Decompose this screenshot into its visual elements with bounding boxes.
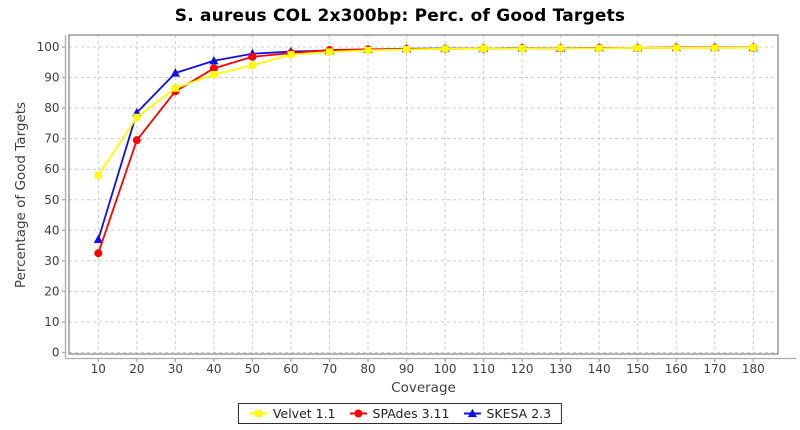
y-tick-label: 20	[44, 284, 59, 298]
y-axis-title: Percentage of Good Targets	[13, 101, 29, 289]
legend-item-spades: SPAdes 3.11	[349, 406, 450, 421]
velvet-square-marker-icon	[249, 410, 267, 417]
y-tick-label: 60	[44, 162, 59, 176]
x-tick-label: 120	[511, 362, 534, 376]
gridlines	[69, 35, 778, 354]
x-tick-label: 170	[703, 362, 726, 376]
x-tick-label: 70	[322, 362, 337, 376]
y-tick-label: 40	[44, 223, 59, 237]
legend-item-velvet: Velvet 1.1	[249, 406, 336, 421]
legend-item-skesa: SKESA 2.3	[462, 406, 551, 421]
x-axis-title: Coverage	[391, 380, 456, 396]
x-tick-label: 20	[129, 362, 144, 376]
x-tick-label: 80	[360, 362, 375, 376]
x-tick-label: 130	[549, 362, 572, 376]
y-tick-label: 80	[44, 101, 59, 115]
axis-lines	[62, 35, 796, 362]
series-spades	[94, 43, 758, 258]
series-velvet-line	[97, 46, 754, 176]
legend-label-spades: SPAdes 3.11	[372, 406, 450, 421]
legend-label-skesa: SKESA 2.3	[486, 406, 552, 421]
y-tick-label: 90	[44, 71, 59, 85]
skesa-triangle-marker-icon	[463, 408, 481, 418]
chart-title: S. aureus COL 2x300bp: Perc. of Good Tar…	[174, 6, 626, 26]
x-tick-label: 140	[588, 362, 611, 376]
x-tick-label: 160	[665, 362, 688, 376]
spades-circle-marker-icon	[349, 409, 367, 418]
y-tick-label: 30	[44, 254, 59, 268]
y-tick-label: 50	[44, 193, 59, 207]
x-tick-label: 10	[91, 362, 106, 376]
x-tick-label: 90	[399, 362, 414, 376]
series-spades-line	[97, 46, 754, 254]
plot-border	[68, 34, 779, 355]
legend-label-velvet: Velvet 1.1	[272, 406, 336, 421]
y-tick-label: 70	[44, 132, 59, 146]
series-skesa-line	[97, 46, 754, 240]
x-tick-label: 50	[245, 362, 260, 376]
x-tick-label: 150	[626, 362, 649, 376]
x-tick-label: 180	[742, 362, 765, 376]
y-tick-label: 0	[52, 346, 60, 360]
x-tick-label: 60	[283, 362, 298, 376]
tick-labels: 0 10 20 30 40 50 60 70 80 90 100 10 20 30 40 50 60 70 80 90…	[37, 40, 765, 376]
x-tick-label: 30	[168, 362, 183, 376]
series-skesa	[93, 42, 758, 244]
x-tick-label: 100	[434, 362, 457, 376]
y-tick-label: 100	[37, 40, 60, 54]
series-velvet	[94, 44, 757, 179]
x-tick-label: 110	[472, 362, 495, 376]
x-tick-label: 40	[206, 362, 221, 376]
legend: Velvet 1.1 SPAdes 3.11 SKESA 2.3	[237, 403, 563, 424]
y-tick-label: 10	[44, 315, 59, 329]
